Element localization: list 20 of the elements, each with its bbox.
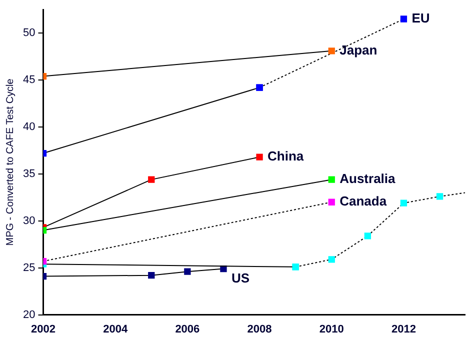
y-tick-label: 35 (22, 168, 36, 180)
series-label: Canada (340, 194, 388, 209)
series-label: Australia (340, 171, 396, 186)
y-tick-label: 50 (22, 27, 36, 40)
x-tick-label: 2010 (319, 323, 344, 336)
x-tick-label: 2012 (391, 323, 416, 336)
series-label: China (268, 148, 304, 164)
series-label: US (231, 270, 250, 286)
series-label: Japan (340, 42, 378, 58)
y-tick-label: 25 (22, 262, 36, 274)
y-tick-label: 30 (22, 214, 36, 227)
y-tick-label: 40 (22, 121, 36, 134)
y-tick-label: 45 (22, 74, 36, 86)
series-label: EU (412, 10, 430, 26)
y-tick-label: 20 (22, 308, 36, 321)
y-axis-title: MPG - Converted to CAFE Test Cycle (4, 78, 16, 246)
x-tick-label: 2008 (247, 323, 272, 336)
x-tick-label: 2002 (30, 323, 56, 336)
x-tick-label: 2004 (103, 323, 128, 336)
x-tick-label: 2006 (175, 323, 200, 336)
